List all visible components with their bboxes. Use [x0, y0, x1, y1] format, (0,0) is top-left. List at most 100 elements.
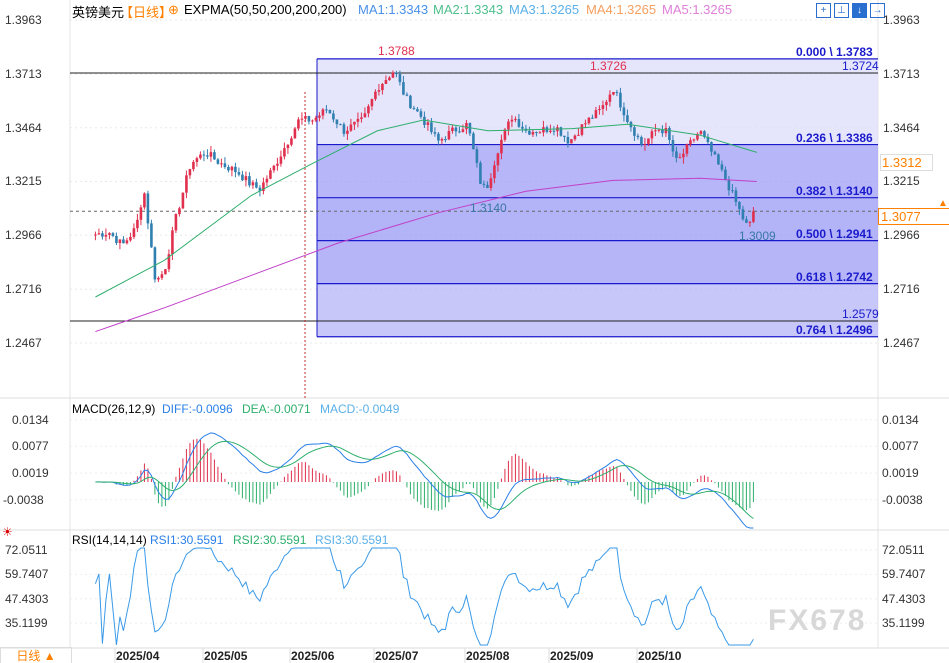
candle [346, 130, 349, 134]
candle [115, 235, 118, 243]
candle [174, 214, 178, 231]
candle [167, 254, 171, 270]
candle [297, 119, 300, 129]
candle [741, 209, 745, 220]
candle [570, 139, 573, 144]
candle [272, 165, 276, 171]
alert-arrow-icon[interactable]: ▲ [938, 198, 948, 209]
price-tick-left: 1.2716 [5, 282, 42, 297]
candle [349, 124, 353, 131]
candle [153, 247, 157, 280]
candle [213, 152, 216, 160]
candle [409, 95, 412, 109]
indicator-settings-icon[interactable]: ☀ [2, 525, 13, 539]
macd-value: MACD:-0.0049 [320, 402, 400, 416]
candle [577, 134, 580, 136]
candle [738, 202, 741, 210]
crosshair-icon[interactable]: + [816, 3, 831, 18]
candle [503, 129, 507, 140]
x-tick-label: 2025/06 [291, 649, 335, 663]
candle [339, 124, 342, 126]
candle [654, 130, 657, 132]
exit-icon[interactable]: → [870, 3, 885, 18]
candle [580, 124, 584, 135]
candle [423, 116, 426, 125]
candle [262, 182, 265, 191]
candle [419, 111, 423, 117]
candle [678, 157, 682, 159]
candle [398, 74, 402, 83]
candle [752, 211, 755, 222]
candle [664, 128, 668, 134]
price-tick-left: 1.3464 [5, 120, 42, 135]
candle [444, 139, 447, 141]
macd-tick-left: 0.0134 [12, 412, 49, 427]
candle [566, 136, 570, 144]
candle [402, 82, 405, 95]
rsi-title[interactable]: RSI(14,14,14) [72, 533, 147, 547]
candle [458, 131, 461, 133]
candle [300, 118, 304, 120]
ma-price-tag: 1.3312 [880, 154, 933, 171]
candle [104, 234, 108, 237]
candle [433, 132, 437, 134]
zoom-fit-icon[interactable]: ↓ [852, 3, 867, 18]
candle [479, 162, 482, 184]
price-tick-right: 1.2966 [883, 228, 920, 243]
candle [549, 130, 552, 132]
candle [650, 131, 654, 139]
candle [241, 174, 244, 181]
ma1-value: MA1:1.3343 [358, 2, 429, 17]
candle [227, 167, 230, 171]
candle [318, 115, 321, 118]
rsi-tick-right: 47.4303 [882, 591, 926, 606]
candle [538, 132, 542, 134]
candle [668, 128, 671, 141]
candle [626, 115, 629, 122]
rsi-tick-right: 72.0511 [882, 543, 925, 557]
candle [94, 234, 97, 236]
candle [507, 121, 510, 130]
low2-label: 1.3009 [739, 229, 776, 243]
settings-icon[interactable]: ⊕ [168, 2, 179, 17]
candle [220, 163, 223, 165]
fib-band [317, 144, 878, 198]
macd-tick-right: -0.0038 [882, 492, 923, 507]
candle [734, 190, 738, 203]
price-tick-right: 1.3464 [883, 120, 920, 135]
candle [517, 119, 521, 127]
expma-label[interactable]: EXPMA(50,50,200,200,200) [184, 2, 347, 17]
fib-label: 0.236 \ 1.3386 [796, 130, 873, 145]
period-label[interactable]: 【日线】 [120, 5, 173, 20]
candle [251, 182, 255, 186]
period-selector-button[interactable]: 日线 ▲ [0, 647, 72, 663]
candle [97, 233, 101, 235]
price-tick-right: 1.3713 [883, 66, 920, 81]
candle [234, 166, 237, 173]
candle [633, 127, 636, 136]
candle [440, 139, 444, 141]
macd-tick-left: -0.0038 [3, 492, 44, 507]
candle [510, 119, 514, 122]
fib-label: 0.764 \ 1.2496 [796, 322, 873, 337]
candle [573, 135, 577, 140]
candle [388, 77, 391, 81]
candle [713, 151, 717, 155]
candle [416, 109, 419, 112]
candle [230, 166, 234, 171]
candle [328, 110, 332, 114]
candle [535, 132, 538, 134]
candle [286, 144, 290, 149]
fib-band [317, 240, 878, 284]
fib-label: 0.382 \ 1.3140 [796, 183, 873, 198]
candle [657, 129, 661, 131]
zoom-range-icon[interactable]: ⊥ [834, 3, 849, 18]
price-tick-right: 1.3215 [883, 174, 920, 189]
candle [370, 99, 374, 107]
macd-title[interactable]: MACD(26,12,9) [72, 402, 156, 416]
candle [619, 92, 622, 108]
candle [608, 94, 612, 102]
candle [482, 183, 486, 185]
candle [307, 116, 311, 122]
